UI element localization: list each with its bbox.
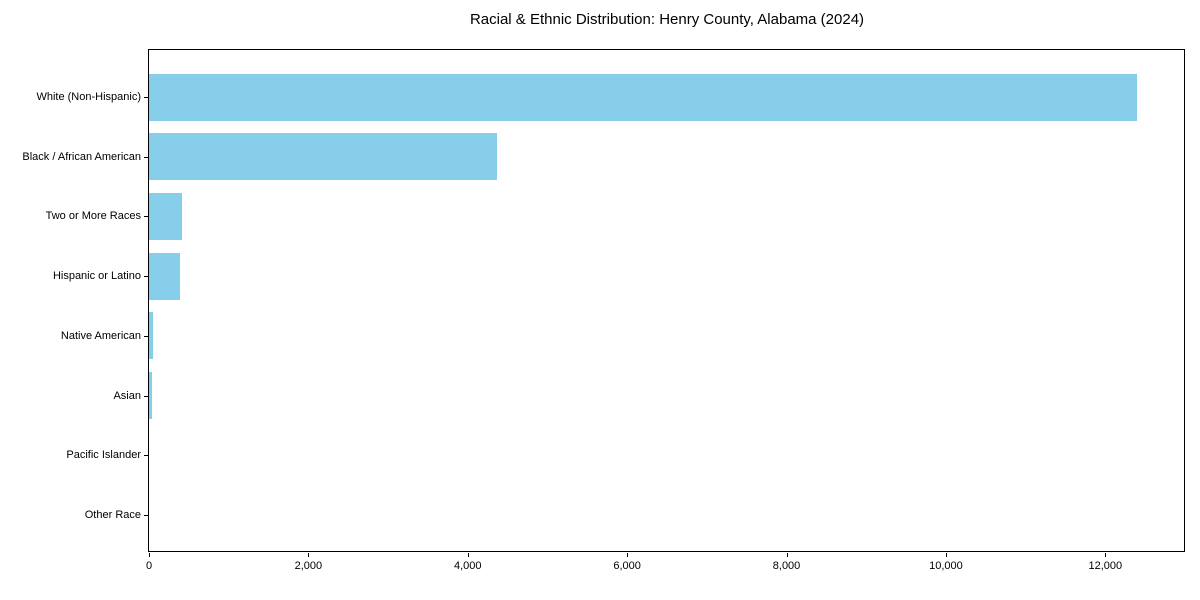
x-tick-label: 2,000 [294, 560, 323, 572]
x-tick-mark [467, 553, 469, 557]
x-tick-mark [149, 553, 150, 557]
bar [149, 252, 180, 300]
bar [149, 133, 497, 181]
x-tick-label: 6,000 [613, 560, 641, 572]
x-tick-mark [627, 553, 629, 557]
x-tick-label: 8,000 [772, 560, 801, 572]
y-axis-label: Hispanic or Latino [52, 270, 141, 283]
y-axis-label: Native American [60, 329, 141, 342]
bar [149, 73, 1137, 121]
chart-title: Racial & Ethnic Distribution: Henry Coun… [469, 11, 865, 28]
y-tick-mark [144, 514, 148, 516]
y-tick-mark [144, 216, 148, 218]
x-tick-mark [786, 553, 788, 557]
x-tick-mark [308, 553, 310, 557]
y-axis-label: Black / African American [22, 150, 141, 163]
x-tick-label: 4,000 [454, 560, 482, 572]
bar [149, 192, 182, 240]
y-axis-label: Asian [113, 389, 141, 402]
y-axis-label: White (Non-Hispanic) [36, 91, 141, 103]
plot-area [148, 49, 1185, 552]
bar [149, 312, 153, 360]
y-tick-mark [144, 156, 148, 158]
y-axis-label: Two or More Races [45, 210, 141, 223]
y-tick-mark [144, 335, 148, 337]
y-tick-mark [144, 276, 148, 278]
y-tick-mark [144, 395, 148, 397]
x-tick-mark [945, 553, 947, 557]
x-tick-label: 10,000 [929, 560, 963, 572]
y-axis-label: Pacific Islander [66, 449, 141, 462]
y-axis-label: Other Race [84, 508, 141, 521]
y-tick-mark [144, 97, 148, 98]
x-tick-mark [1105, 553, 1107, 557]
y-tick-mark [144, 455, 148, 457]
x-tick-label: 0 [145, 560, 153, 572]
x-tick-label: 12,000 [1088, 560, 1123, 572]
bar [149, 372, 152, 419]
